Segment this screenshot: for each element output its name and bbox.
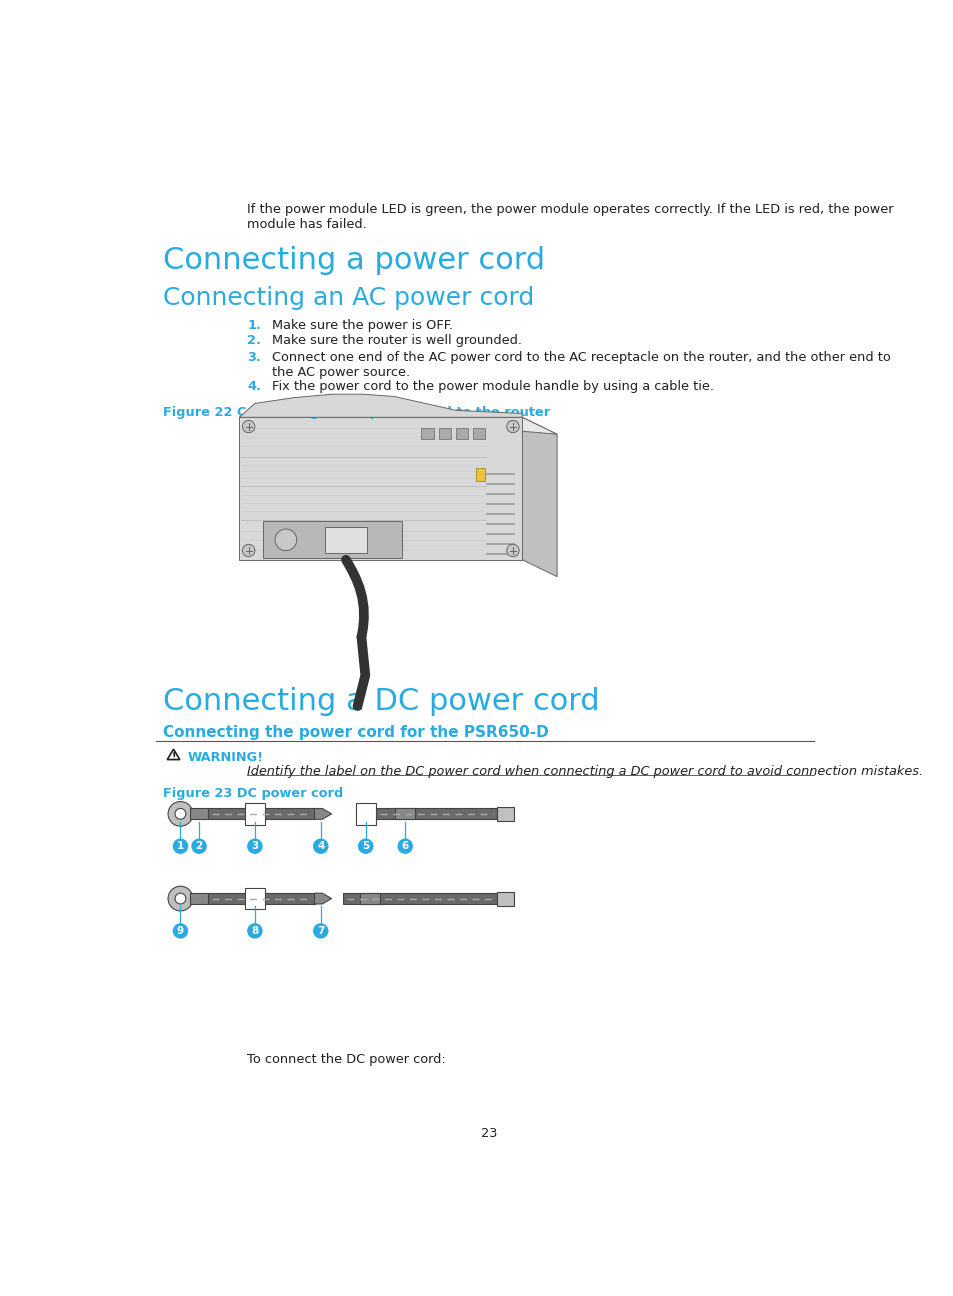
FancyBboxPatch shape [456,428,468,438]
FancyBboxPatch shape [239,417,521,560]
Polygon shape [208,809,314,819]
Text: Make sure the power is OFF.: Make sure the power is OFF. [272,319,453,332]
FancyBboxPatch shape [245,804,265,824]
Circle shape [313,923,328,938]
Circle shape [506,420,518,433]
Polygon shape [343,893,497,905]
Text: 3.: 3. [247,351,261,364]
Text: Make sure the router is well grounded.: Make sure the router is well grounded. [272,334,521,347]
Text: 7: 7 [316,925,324,936]
FancyBboxPatch shape [438,428,451,438]
Circle shape [397,839,413,854]
Circle shape [168,801,193,826]
FancyBboxPatch shape [497,892,513,906]
FancyBboxPatch shape [190,893,208,905]
FancyBboxPatch shape [360,893,380,905]
FancyBboxPatch shape [355,804,375,824]
Text: Connecting the power cord for the PSR650-D: Connecting the power cord for the PSR650… [163,726,549,740]
Circle shape [242,420,254,433]
FancyBboxPatch shape [324,527,367,552]
Circle shape [174,809,186,819]
Text: Figure 22 Connecting an AC power cord to the router: Figure 22 Connecting an AC power cord to… [163,406,550,419]
Text: WARNING!: WARNING! [187,750,263,763]
Text: 1.: 1. [247,319,261,332]
Circle shape [242,544,254,557]
Circle shape [247,923,262,938]
Text: To connect the DC power cord:: To connect the DC power cord: [247,1052,445,1065]
Polygon shape [314,893,332,905]
Polygon shape [239,410,557,434]
FancyBboxPatch shape [245,888,265,910]
Text: 23: 23 [480,1128,497,1140]
FancyBboxPatch shape [472,428,484,438]
Polygon shape [208,893,314,905]
Text: 2.: 2. [247,334,261,347]
Text: 5: 5 [362,841,369,851]
Text: 4.: 4. [247,380,261,393]
Text: !: ! [172,752,175,762]
Circle shape [168,886,193,911]
Text: Fix the power cord to the power module handle by using a cable tie.: Fix the power cord to the power module h… [272,380,713,393]
Text: Connecting an AC power cord: Connecting an AC power cord [163,286,534,311]
FancyBboxPatch shape [476,468,484,481]
Polygon shape [314,809,332,819]
FancyBboxPatch shape [190,809,208,819]
Text: 4: 4 [316,841,324,851]
Text: 6: 6 [401,841,409,851]
Polygon shape [167,749,179,759]
Circle shape [274,529,296,551]
FancyBboxPatch shape [262,521,402,559]
Circle shape [172,839,188,854]
Text: Identify the label on the DC power cord when connecting a DC power cord to avoid: Identify the label on the DC power cord … [247,766,923,779]
FancyBboxPatch shape [395,809,415,819]
Polygon shape [521,417,557,577]
Circle shape [357,839,373,854]
Circle shape [172,923,188,938]
FancyBboxPatch shape [421,428,434,438]
Circle shape [313,839,328,854]
Text: Connect one end of the AC power cord to the AC receptacle on the router, and the: Connect one end of the AC power cord to … [272,351,890,380]
Circle shape [506,544,518,557]
Text: Connecting a power cord: Connecting a power cord [163,246,545,275]
FancyBboxPatch shape [497,807,513,820]
Text: 9: 9 [176,925,184,936]
Text: Figure 23 DC power cord: Figure 23 DC power cord [163,787,343,800]
Circle shape [192,839,207,854]
Polygon shape [375,809,497,819]
Circle shape [247,839,262,854]
Text: Connecting a DC power cord: Connecting a DC power cord [163,687,599,715]
Polygon shape [239,394,521,417]
Text: 2: 2 [195,841,202,851]
Text: If the power module LED is green, the power module operates correctly. If the LE: If the power module LED is green, the po… [247,203,893,231]
Circle shape [174,893,186,905]
Text: 3: 3 [251,841,258,851]
Text: 8: 8 [251,925,258,936]
Text: 1: 1 [176,841,184,851]
